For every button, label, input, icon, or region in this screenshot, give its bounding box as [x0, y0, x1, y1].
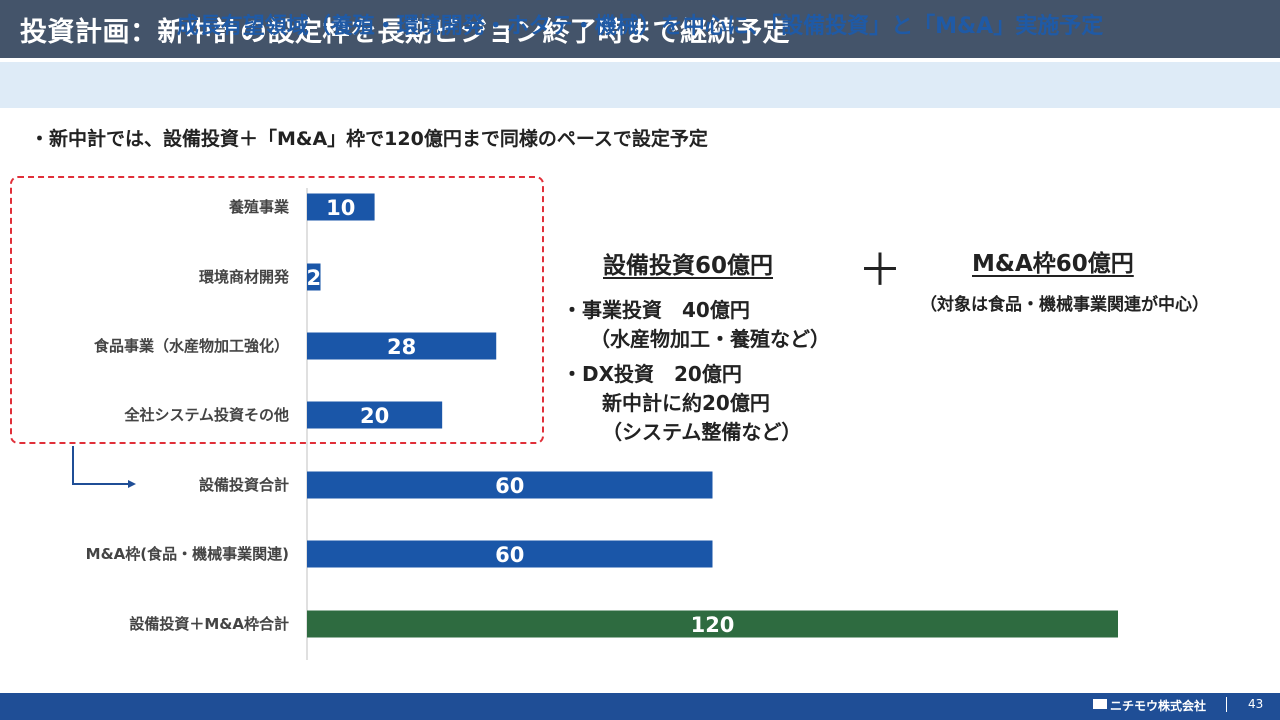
value-label-3: 20 [360, 404, 389, 428]
capex-line-dx: ・DX投資 20億円 [562, 362, 742, 386]
bar-3 [307, 401, 443, 429]
category-label-4: 設備投資合計 [199, 476, 289, 494]
value-label-1: 2 [306, 266, 321, 290]
category-label-1: 環境商材開発 [199, 268, 290, 286]
page-title: 投資計画：新中計の設定枠を長期ビジョン終了時まで継続予定 [20, 17, 790, 48]
title-bar [0, 0, 1280, 58]
capex-breakdown-highlight-box [10, 176, 544, 444]
plan-note: ・新中計では、設備投資＋「M&A」枠で120億円まで同様のペースで設定予定 [30, 128, 708, 150]
summary-connector-arrow [72, 446, 132, 485]
footer-divider [1226, 697, 1227, 712]
bar-5 [307, 540, 713, 568]
bar-4 [307, 471, 713, 499]
category-label-0: 養殖事業 [228, 198, 290, 216]
mna-note: （対象は食品・機械事業関連が中心） [920, 295, 1209, 315]
capex-line-dx-plan: 新中計に約20億円 [602, 391, 770, 415]
capex-line-dx-detail: （システム整備など） [602, 420, 802, 444]
bar-0 [307, 193, 375, 221]
value-label-2: 28 [387, 335, 416, 359]
arrow-head-icon [128, 480, 136, 488]
value-label-4: 60 [495, 474, 524, 498]
plus-icon: ＋ [858, 245, 902, 296]
category-label-6: 設備投資＋M&A枠合計 [129, 615, 289, 633]
capex-line-business: ・事業投資 40億円 [562, 298, 750, 322]
value-label-5: 60 [495, 543, 524, 567]
category-label-5: M&A枠(食品・機械事業関連) [86, 545, 289, 563]
bar-6 [307, 610, 1118, 638]
category-label-2: 食品事業（水産物加工強化） [94, 337, 289, 355]
mna-title: M&A枠60億円 [972, 251, 1134, 277]
page-number: 43 [1248, 697, 1264, 711]
page-subtitle: 成長有望領域（養殖・環境開発・ホタテ・機械）を中心に、「設備投資」と「M&A」実… [176, 14, 1104, 39]
value-label-0: 10 [326, 196, 355, 220]
capex-title: 設備投資60億円 [603, 253, 774, 279]
category-label-3: 全社システム投資その他 [123, 406, 289, 424]
bar-1 [307, 263, 321, 291]
company-logo-icon [1093, 699, 1107, 709]
footer-company: ニチモウ株式会社 [1110, 699, 1207, 713]
value-label-6: 120 [691, 613, 735, 637]
capex-line-business-detail: （水産物加工・養殖など） [590, 327, 830, 351]
bar-2 [307, 332, 497, 360]
subtitle-bar [0, 62, 1280, 108]
footer-bar [0, 693, 1280, 720]
